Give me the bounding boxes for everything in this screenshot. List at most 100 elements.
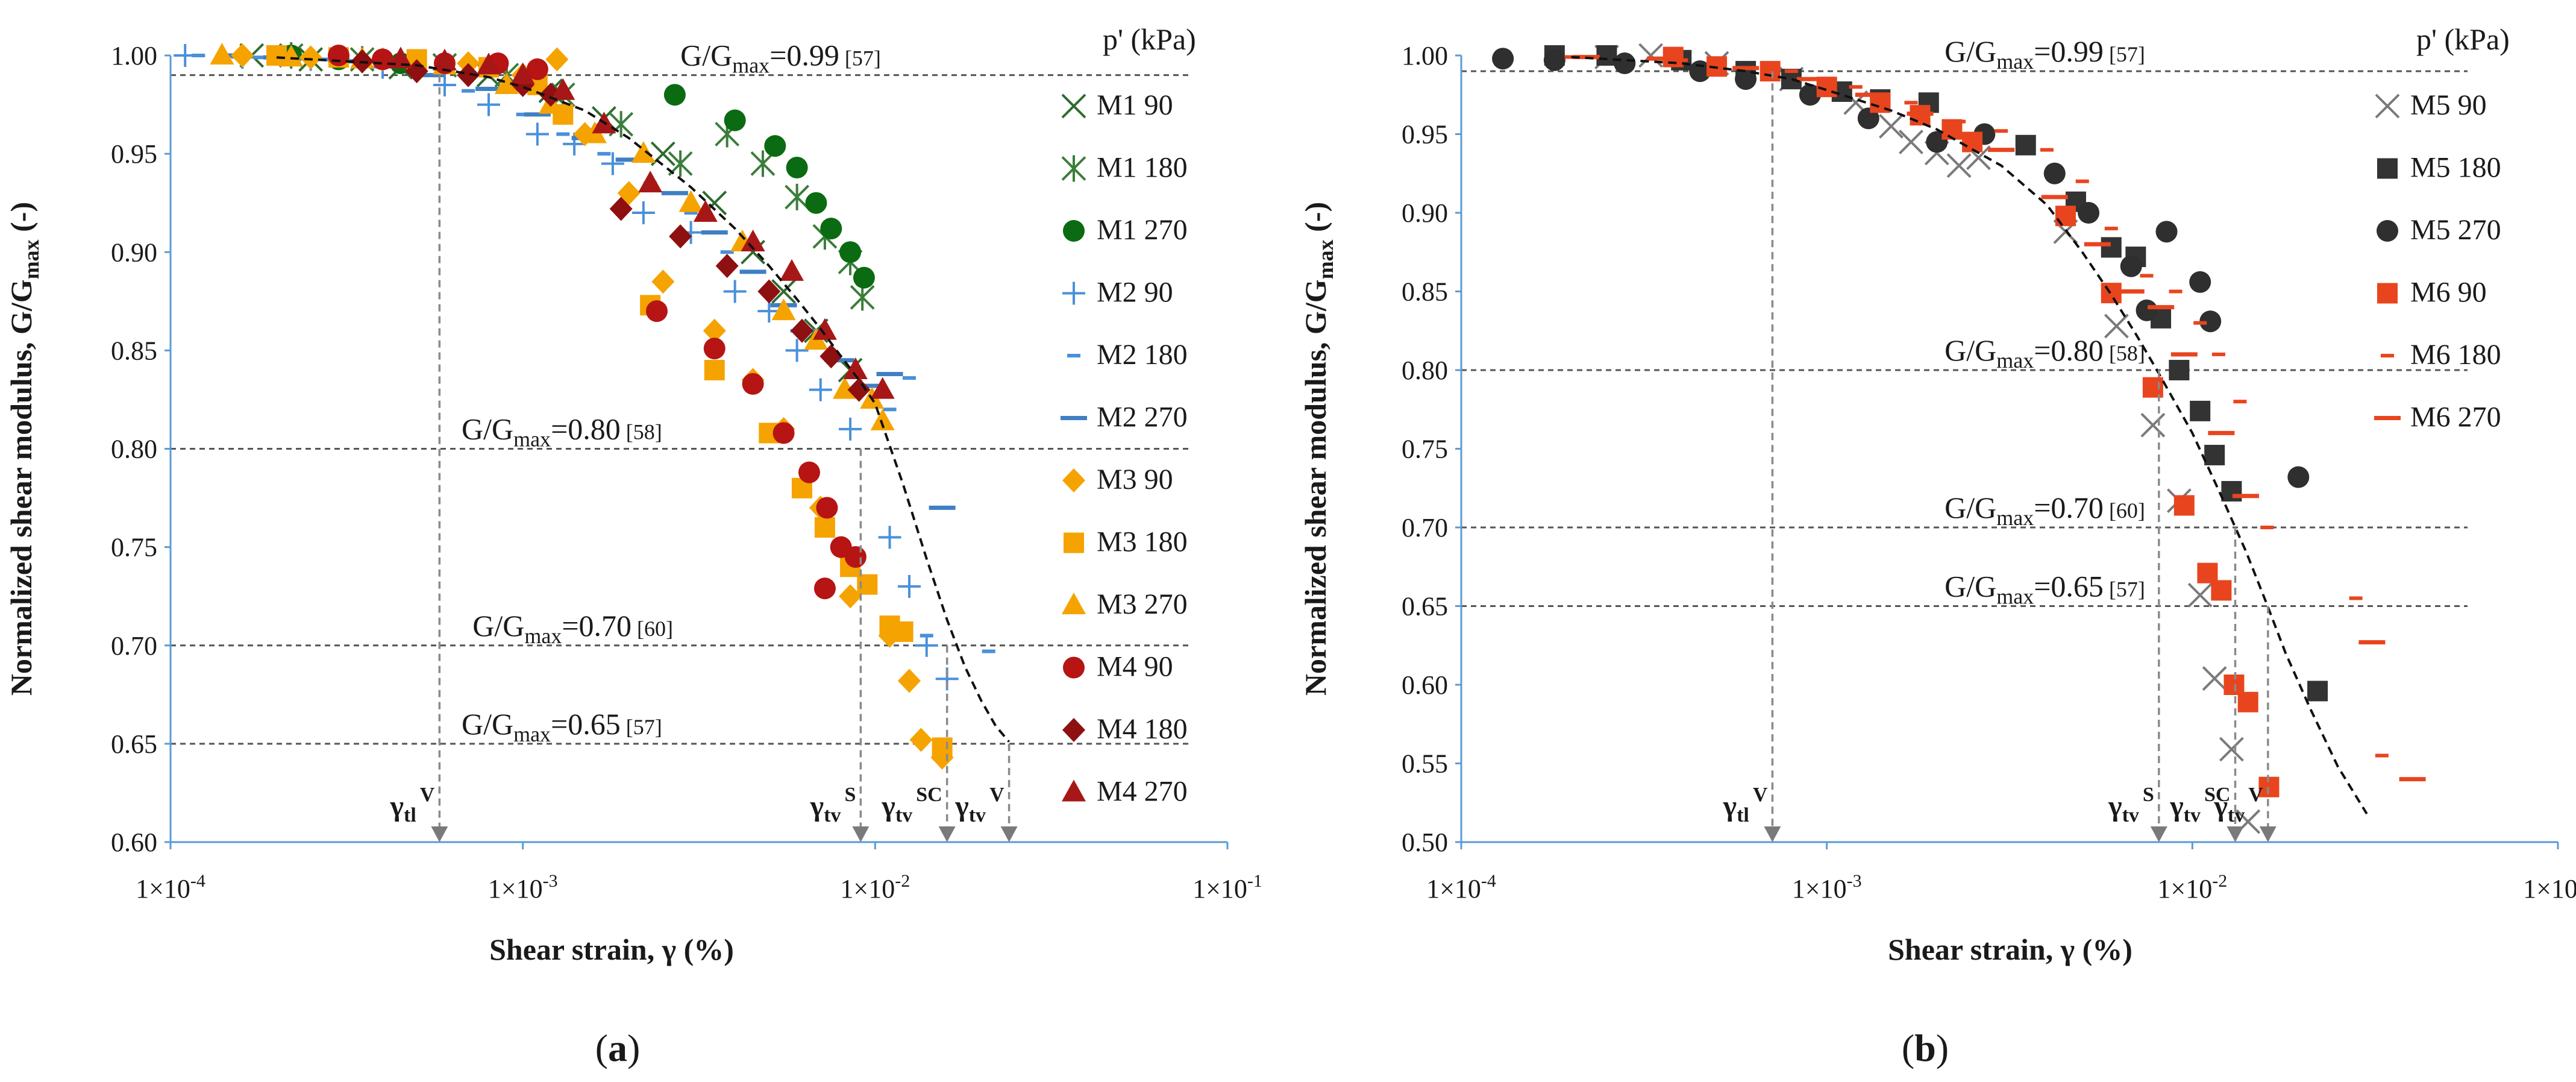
series-m6-270: [1573, 55, 2426, 782]
data-point: [703, 318, 726, 343]
data-point: [609, 111, 634, 138]
data-point: [210, 43, 234, 64]
data-point: [668, 150, 693, 177]
reference-line-label: G/Gmax=0.99 [57]: [1945, 34, 2145, 74]
data-point: [457, 63, 480, 87]
y-tick-label: 0.70: [111, 631, 157, 661]
data-point: [892, 621, 914, 642]
panel-caption: (a): [595, 1027, 641, 1069]
data-point: [1735, 68, 1757, 90]
data-point: [2358, 640, 2386, 645]
data-point: [631, 201, 655, 224]
strain-marker-arrow: [431, 826, 448, 842]
series-m3-270: [210, 43, 895, 430]
data-point: [2015, 134, 2036, 156]
data-point: [650, 141, 675, 166]
data-point: [813, 577, 836, 600]
data-point: [883, 407, 897, 412]
data-point: [2193, 321, 2207, 325]
strain-marker-arrow: [2259, 826, 2277, 842]
legend-label: M3 90: [1097, 464, 1173, 495]
data-point: [601, 152, 624, 175]
data-point: [2237, 691, 2258, 712]
y-tick-label: 0.95: [111, 139, 157, 169]
strain-marker-arrow: [1764, 826, 1781, 842]
data-point: [510, 62, 535, 84]
strain-marker-label: γtvSC: [2169, 784, 2230, 826]
x-tick-label: 1×10-1: [2523, 871, 2576, 904]
data-point: [1995, 129, 2008, 133]
legend-marker: [1064, 532, 1084, 553]
data-point: [2208, 430, 2235, 435]
strain-marker-arrow: [1000, 826, 1018, 842]
legend-label: M6 270: [2410, 401, 2501, 433]
data-point: [915, 634, 938, 657]
data-point: [2078, 202, 2100, 224]
data-point: [785, 183, 810, 210]
strain-marker-label: γtvV: [954, 784, 1004, 826]
data-point: [2375, 753, 2389, 758]
data-point: [785, 339, 809, 362]
data-point: [1946, 153, 1972, 178]
data-point: [839, 584, 862, 609]
data-point: [2148, 305, 2175, 310]
data-point: [2233, 400, 2247, 404]
strain-marker-label: γtvV: [2213, 784, 2263, 826]
legend-marker: [1062, 593, 1086, 614]
data-point: [1675, 58, 1688, 62]
x-tick-label: 1×10-1: [1192, 871, 1262, 904]
data-point: [839, 417, 862, 441]
legend-item: M5 270: [2377, 214, 2501, 246]
data-point: [1952, 119, 1966, 124]
data-point: [816, 497, 838, 519]
legend-marker: [1063, 656, 1085, 679]
data-point: [876, 372, 903, 377]
legend-marker: [2381, 354, 2394, 357]
data-point: [2204, 444, 2225, 465]
legend-item: M2 90: [1062, 277, 1173, 309]
series-m6-180: [1564, 55, 2389, 758]
legend-label: M4 90: [1097, 651, 1173, 683]
data-point: [1952, 135, 1979, 140]
series-m2-90: [174, 44, 959, 691]
series-m4-270: [388, 46, 895, 399]
data-point: [1879, 114, 1904, 139]
data-point: [661, 190, 688, 195]
data-point: [902, 376, 916, 380]
y-tick-label: 0.50: [1402, 828, 1448, 857]
x-tick-label: 1×10-3: [488, 871, 558, 904]
legend-item: M3 180: [1064, 526, 1188, 558]
legend-label: M5 90: [2410, 89, 2487, 121]
data-point: [1857, 107, 1879, 130]
legend-label: M6 180: [2410, 339, 2501, 371]
chart-panel-b: G/Gmax=0.99 [57] G/Gmax=0.80 [58] G/Gmax=0…: [1299, 22, 2576, 1069]
data-point: [2041, 195, 2068, 200]
data-point: [2173, 495, 2195, 516]
strain-marker-label: γtlV: [1723, 784, 1768, 826]
legend-label: M5 270: [2410, 214, 2501, 246]
data-point: [929, 505, 956, 510]
data-point: [1492, 48, 1514, 70]
strain-marker-label: γtvS: [2108, 784, 2154, 826]
data-point: [494, 72, 519, 94]
x-tick-label: 1×10-4: [136, 871, 205, 904]
data-point: [1784, 69, 1798, 74]
data-point: [663, 84, 686, 106]
legend-marker: [1062, 718, 1085, 742]
data-point: [2170, 352, 2198, 357]
data-point: [2219, 737, 2244, 762]
data-point: [2140, 274, 2154, 278]
data-point: [1849, 85, 1863, 89]
data-point: [1689, 60, 1711, 83]
data-point: [477, 93, 501, 116]
reference-line-label: G/Gmax=0.70 [60]: [472, 609, 673, 648]
series-m4-180: [351, 49, 871, 402]
series-m3-90: [231, 43, 954, 770]
y-axis-label: Normalized shear modulus, G/Gmax (-): [1299, 202, 1338, 696]
data-point: [615, 157, 642, 162]
data-point: [651, 269, 675, 294]
data-point: [2169, 360, 2190, 380]
data-point: [684, 211, 698, 215]
data-point: [545, 47, 569, 72]
legend-label: M6 90: [2410, 277, 2487, 309]
